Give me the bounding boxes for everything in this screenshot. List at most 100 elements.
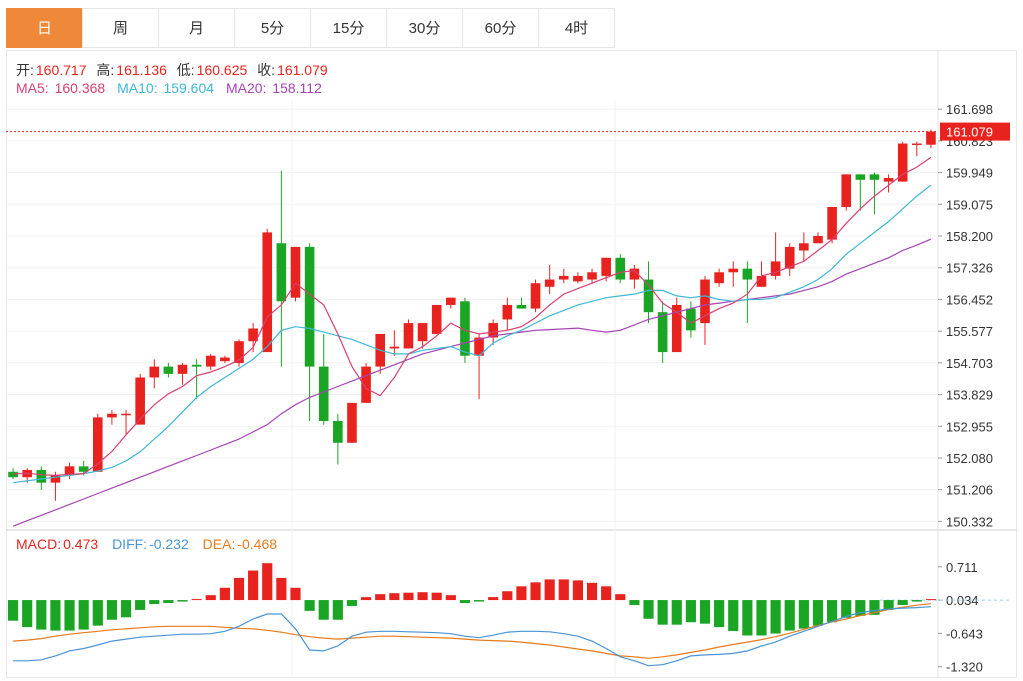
candle-body bbox=[629, 268, 640, 280]
macd-bar bbox=[855, 600, 866, 616]
macd-bar bbox=[233, 577, 245, 601]
candle-body bbox=[304, 246, 315, 367]
macd-bar bbox=[304, 600, 315, 611]
candle-body bbox=[347, 402, 357, 443]
candle-body bbox=[220, 357, 230, 362]
macd-bar bbox=[657, 600, 668, 625]
price-tick-label: 154.703 bbox=[946, 356, 993, 371]
ma10-label: MA10: bbox=[117, 80, 158, 96]
candle-body bbox=[64, 466, 75, 476]
macd-bar bbox=[177, 600, 188, 602]
macd-bar bbox=[812, 600, 824, 626]
macd-bar bbox=[530, 582, 541, 601]
close-label: 收: bbox=[257, 62, 276, 78]
candle-body bbox=[770, 261, 781, 276]
macd-tick-label: -1.320 bbox=[946, 660, 983, 675]
candle-body bbox=[502, 304, 513, 320]
macd-bar bbox=[318, 600, 329, 620]
price-tick-label: 151.206 bbox=[946, 483, 993, 498]
ma5-label: MA5: bbox=[16, 80, 49, 96]
macd-bar bbox=[445, 595, 456, 601]
candle-body bbox=[558, 275, 569, 280]
macd-bar bbox=[699, 600, 711, 624]
close-value: 161.079 bbox=[277, 62, 328, 78]
macd-bar bbox=[205, 595, 216, 601]
macd-bar bbox=[869, 600, 880, 615]
candle-body bbox=[107, 413, 117, 418]
candle-body bbox=[163, 366, 174, 374]
candle-body bbox=[149, 366, 160, 378]
macd-bar bbox=[346, 600, 358, 606]
diff-line bbox=[13, 606, 931, 667]
candle-body bbox=[333, 421, 343, 443]
macd-bar bbox=[361, 597, 372, 601]
ma5-value: 160.368 bbox=[54, 80, 106, 96]
macd-readout: MACD: 0.473 DIFF: -0.232 DEA: -0.468 bbox=[16, 536, 279, 552]
candle-body bbox=[205, 355, 216, 367]
last-price-badge bbox=[940, 122, 1010, 141]
macd-bar bbox=[488, 597, 499, 601]
macd-bar bbox=[332, 600, 343, 620]
dea-label: DEA: bbox=[202, 536, 236, 552]
candle-body bbox=[671, 304, 682, 353]
candle-body bbox=[657, 312, 668, 353]
ma20-label: MA20: bbox=[225, 80, 267, 96]
candle-body bbox=[262, 232, 273, 353]
dea-line bbox=[13, 603, 931, 659]
macd-tick-label: -0.643 bbox=[946, 626, 983, 641]
macd-bar bbox=[78, 600, 89, 630]
macd-bar bbox=[883, 600, 894, 610]
candle-body bbox=[883, 177, 894, 182]
open-label: 开: bbox=[16, 62, 34, 78]
candle-body bbox=[686, 308, 696, 331]
macd-bar bbox=[473, 600, 485, 602]
macd-bar bbox=[586, 582, 598, 601]
tab-0[interactable]: 日 bbox=[6, 8, 83, 48]
macd-bar bbox=[643, 600, 654, 619]
macd-bar bbox=[403, 592, 414, 601]
macd-bar bbox=[120, 600, 132, 618]
macd-bar bbox=[163, 600, 174, 604]
open-value: 160.717 bbox=[35, 62, 87, 78]
candle-body bbox=[530, 283, 541, 309]
macd-bar bbox=[629, 600, 640, 605]
dea-value: -0.468 bbox=[237, 536, 278, 552]
candle-body bbox=[290, 246, 301, 298]
last-price-label: 161.079 bbox=[946, 125, 993, 140]
macd-bar bbox=[516, 586, 527, 601]
macd-bar bbox=[290, 587, 301, 601]
low-value: 160.625 bbox=[196, 62, 248, 78]
price-tick-label: 156.452 bbox=[946, 292, 993, 307]
candle-body bbox=[728, 268, 739, 273]
low-label: 低: bbox=[176, 62, 195, 78]
macd-bar bbox=[841, 600, 852, 618]
price-tick-label: 159.075 bbox=[946, 197, 993, 212]
macd-bar bbox=[572, 580, 583, 601]
candle-body bbox=[460, 301, 470, 356]
diff-value: -0.232 bbox=[149, 536, 189, 552]
candle-body bbox=[403, 323, 414, 349]
candle-body bbox=[573, 275, 583, 282]
macd-bar bbox=[601, 586, 612, 601]
macd-bar bbox=[36, 600, 47, 630]
price-tick-label: 153.829 bbox=[946, 388, 993, 403]
tab-6[interactable]: 60分 bbox=[462, 8, 539, 48]
tab-1[interactable]: 周 bbox=[82, 8, 159, 48]
macd-bar bbox=[742, 600, 753, 636]
tab-7[interactable]: 4时 bbox=[538, 8, 615, 48]
tab-4[interactable]: 15分 bbox=[310, 8, 387, 48]
period-tabs: 日周月 5分 15分 30分 60分 4时 bbox=[6, 8, 615, 50]
tab-2[interactable]: 月 bbox=[158, 8, 235, 48]
macd-bar bbox=[135, 600, 146, 610]
candle-body bbox=[446, 297, 456, 305]
chart-frame bbox=[6, 50, 1017, 678]
macd-bar bbox=[544, 579, 555, 601]
candle-body bbox=[121, 413, 131, 416]
candle-body bbox=[912, 143, 922, 146]
macd-label: MACD: bbox=[16, 536, 62, 552]
tab-5[interactable]: 30分 bbox=[386, 8, 463, 48]
tab-3[interactable]: 5分 bbox=[234, 8, 311, 48]
macd-bar bbox=[417, 592, 428, 601]
candle-body bbox=[714, 272, 724, 284]
